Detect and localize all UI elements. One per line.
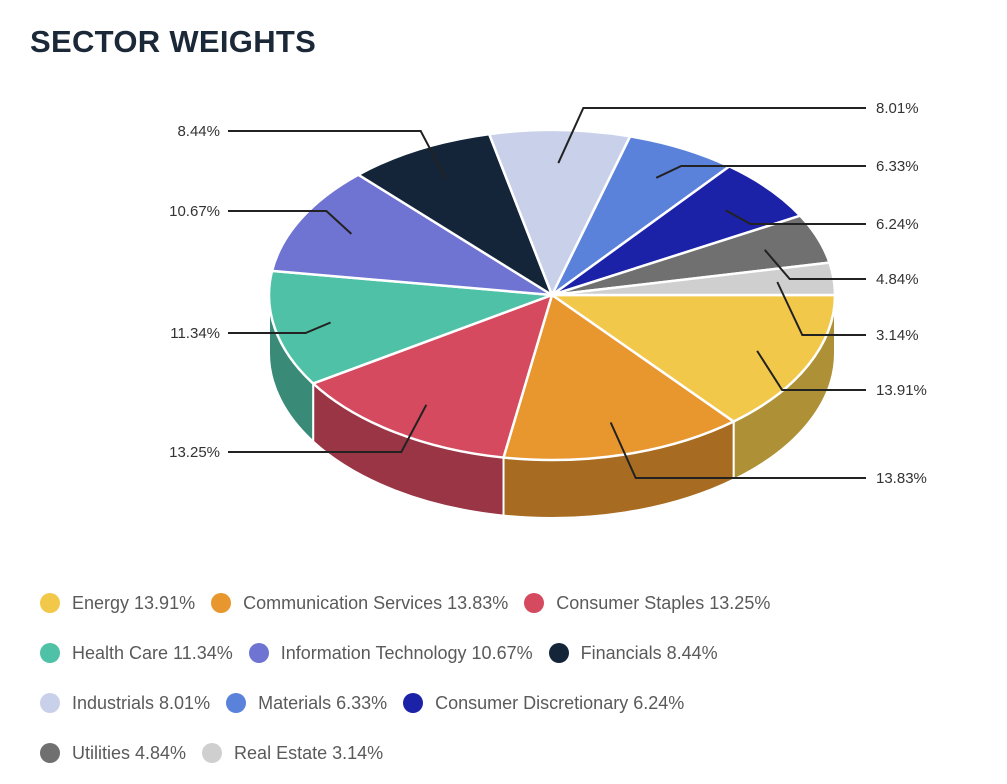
legend-item[interactable]: Health Care 11.34%: [40, 643, 233, 664]
data-label: 4.84%: [876, 271, 919, 288]
pie-slice-energy[interactable]: [548, 293, 837, 423]
legend-item[interactable]: Real Estate 3.14%: [202, 743, 383, 764]
legend-label: Utilities 4.84%: [72, 742, 187, 763]
legend-dot-icon: [226, 693, 247, 713]
legend-label: Health Care 11.34%: [72, 642, 233, 663]
leader-line: [725, 209, 866, 225]
legend-dot-icon: [211, 593, 232, 613]
legend-label: Communication Services 13.83%: [243, 592, 509, 613]
leader-line: [228, 210, 353, 235]
legend-dot-icon: [40, 743, 60, 763]
data-label: 6.33%: [876, 158, 919, 175]
leader-line: [756, 350, 866, 391]
legend-label: Energy 13.91%: [72, 592, 196, 613]
legend-label: Financials 8.44%: [580, 642, 718, 663]
legend-item[interactable]: Communication Services 13.83%: [211, 593, 508, 614]
legend-dot-icon: [40, 593, 60, 613]
legend-item[interactable]: Energy 13.91%: [40, 593, 195, 614]
legend-label: Industrials 8.01%: [72, 692, 211, 713]
data-label: 8.44%: [177, 123, 220, 140]
data-label: 6.24%: [876, 216, 919, 233]
legend-dot-icon: [248, 643, 269, 663]
data-label: 13.91%: [876, 382, 927, 399]
data-label: 13.83%: [876, 470, 927, 487]
legend-dot-icon: [40, 693, 60, 713]
leader-line: [228, 321, 331, 334]
pie-slice-consumer-staples[interactable]: [310, 292, 554, 459]
chart-title: SECTOR WEIGHTS: [30, 24, 317, 59]
legend: Energy 13.91% Communication Services 13.8…: [40, 578, 786, 778]
legend-dot-icon: [548, 643, 569, 663]
legend-label: Consumer Discretionary 6.24%: [435, 692, 685, 713]
leader-line: [776, 281, 866, 336]
pie-slice-information-technology[interactable]: [270, 173, 553, 297]
leader-line: [557, 107, 866, 164]
pie-chart: 13.91% 13.83% 13.25% 11.34% 10.67% 8.44% 8.01%…: [169, 100, 927, 519]
leader-line: [228, 404, 428, 453]
pie-slice-health-care[interactable]: [267, 269, 553, 385]
legend-row: Health Care 11.34% Information Technology…: [40, 628, 786, 678]
pie-slice-financials[interactable]: [355, 132, 555, 299]
leader-line: [228, 130, 447, 179]
legend-label: Materials 6.33%: [258, 692, 388, 713]
legend-label: Real Estate 3.14%: [234, 742, 384, 763]
legend-dot-icon: [40, 643, 60, 663]
data-label: 3.14%: [876, 327, 919, 344]
leader-line: [609, 422, 866, 479]
data-label: 13.25%: [169, 444, 220, 461]
legend-item[interactable]: Materials 6.33%: [226, 693, 387, 714]
legend-item[interactable]: Financials 8.44%: [548, 642, 718, 664]
legend-item[interactable]: Consumer Discretionary 6.24%: [403, 693, 684, 714]
pie-slice-industrials[interactable]: [487, 128, 632, 299]
legend-label: Information Technology 10.67%: [280, 642, 533, 663]
legend-dot-icon: [403, 693, 424, 713]
legend-item[interactable]: Utilities 4.84%: [40, 743, 186, 764]
legend-item[interactable]: Information Technology 10.67%: [248, 642, 533, 664]
data-label: 10.67%: [169, 203, 220, 220]
legend-dot-icon: [524, 593, 545, 613]
legend-label: Consumer Staples 13.25%: [556, 592, 771, 613]
legend-dot-icon: [202, 743, 223, 763]
leader-line: [763, 249, 866, 280]
legend-row: Utilities 4.84% Real Estate 3.14%: [40, 728, 786, 778]
legend-row: Industrials 8.01% Materials 6.33% Consumer…: [40, 678, 786, 728]
data-label: 11.34%: [170, 325, 220, 342]
legend-item[interactable]: Consumer Staples 13.25%: [524, 593, 770, 614]
legend-item[interactable]: Industrials 8.01%: [40, 693, 210, 714]
leader-line: [655, 165, 866, 179]
legend-row: Energy 13.91% Communication Services 13.8…: [40, 578, 786, 628]
data-label: 8.01%: [876, 100, 919, 117]
